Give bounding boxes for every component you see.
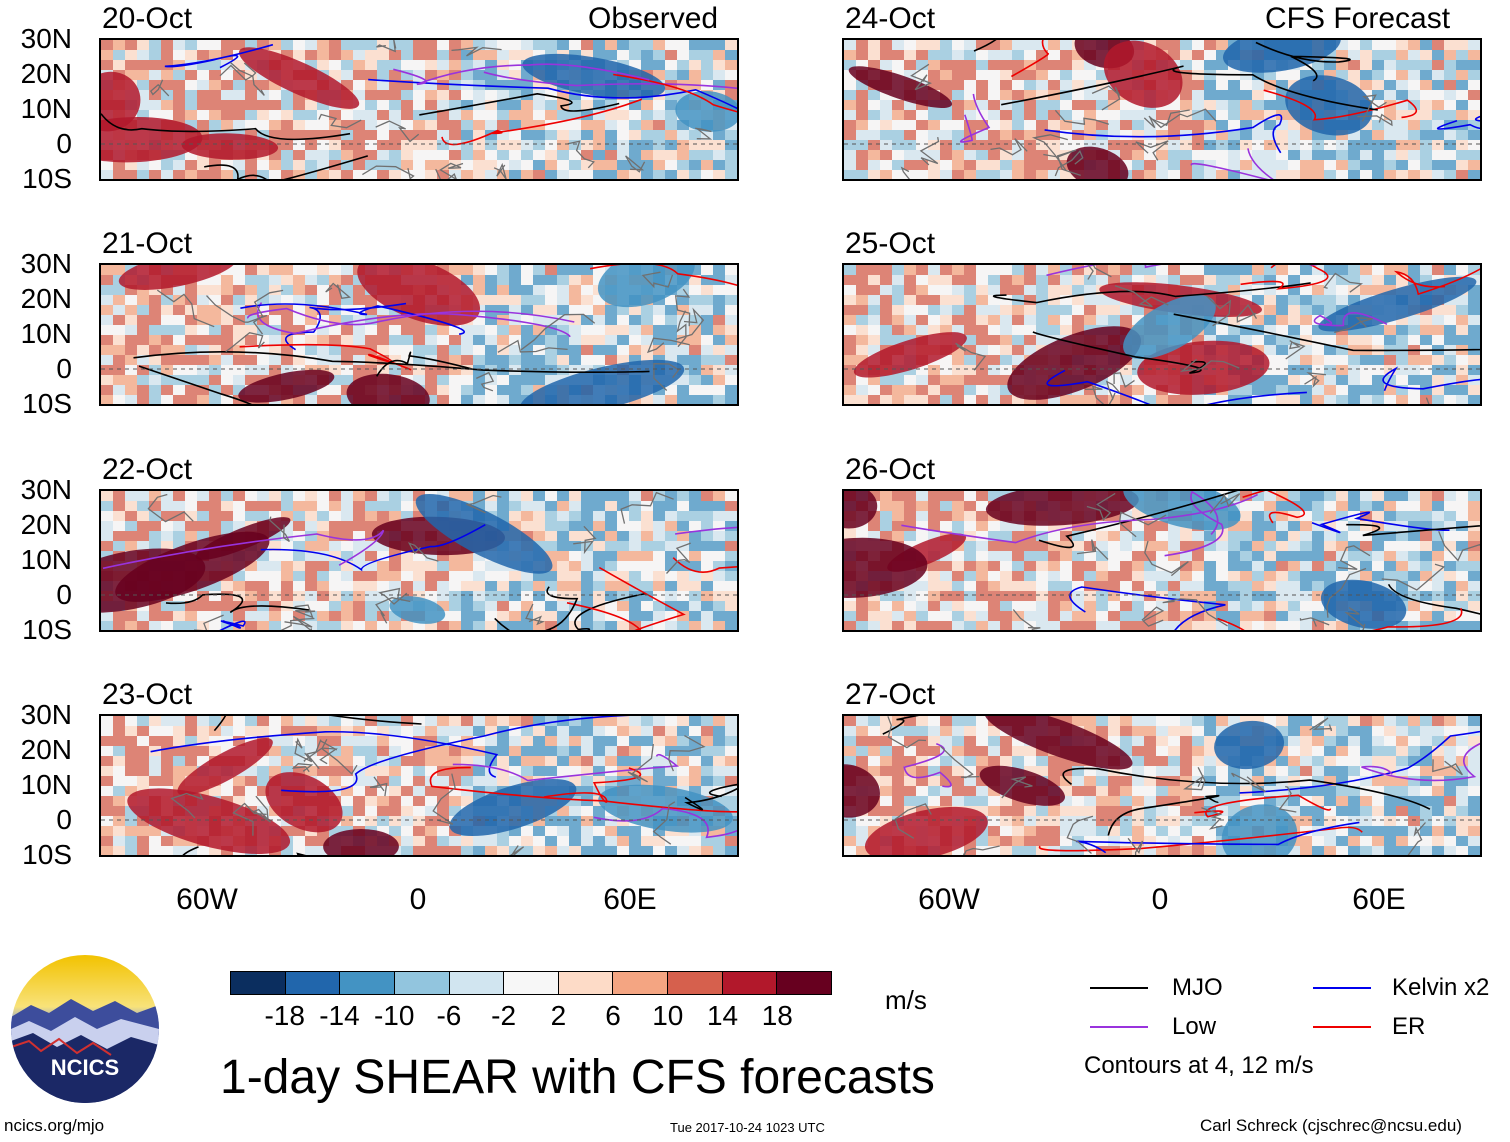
legend-er-label: ER [1392,1013,1426,1040]
colorbar-swatch [449,972,505,994]
footer-timestamp: Tue 2017-10-24 1023 UTC [670,1120,825,1135]
legend-low-swatch [1090,1026,1148,1028]
colorbar-tick-label: -10 [373,1000,415,1031]
panel-date-label: 23-Oct [102,678,193,711]
shear-field [101,716,737,855]
shear-field [844,491,1480,630]
lat-label: 30N [20,699,72,730]
colorbar-tick-label: 18 [761,1000,793,1031]
legend-er-swatch [1313,1026,1371,1028]
panel-date-label: 21-Oct [102,227,193,260]
lat-label: 0 [56,579,72,610]
lat-label: 10S [22,839,72,870]
colorbar-swatch [285,972,341,994]
map-panel-25-oct [842,263,1482,406]
shear-field [844,716,1480,855]
map-panel-23-oct [99,714,739,857]
lat-label: 10N [20,93,72,124]
legend-kelvin-swatch [1313,987,1371,989]
lat-label: 20N [20,58,72,89]
lon-label-60w: 60W [176,883,238,916]
map-panel-27-oct [842,714,1482,857]
shear-field [101,491,737,630]
lon-label-0: 0 [1151,883,1169,916]
panel-date-label: 24-Oct [845,2,936,35]
footer-url[interactable]: ncics.org/mjo [4,1116,105,1135]
colorbar-tick-label: -2 [491,1000,517,1031]
lat-label: 30N [20,248,72,279]
lat-label: 10S [22,163,72,194]
colorbar-swatch [722,972,778,994]
contours-note: Contours at 4, 12 m/s [1084,1052,1314,1079]
colorbar-tick-label: 6 [605,1000,621,1031]
panel-date-label: 20-Oct [102,2,193,35]
legend-low-label: Low [1172,1013,1217,1040]
colorbar-units: m/s [885,985,927,1015]
lat-label: 0 [56,353,72,384]
lat-label: 30N [20,474,72,505]
panel-date-label: 26-Oct [845,453,936,486]
lat-label: 0 [56,804,72,835]
colorbar-swatch [394,972,450,994]
colorbar-tick-label: 10 [652,1000,684,1031]
colorbar-swatch [558,972,614,994]
lat-label: 0 [56,128,72,159]
colorbar-swatch [668,972,723,994]
lon-label-60e: 60E [1352,883,1406,916]
colorbar-swatch [613,972,669,994]
lat-label: 10N [20,544,72,575]
shear-field [101,40,737,179]
shear-field [844,265,1480,404]
legend-mjo-label: MJO [1172,974,1223,1001]
lat-label: 10S [22,388,72,419]
colorbar-tick-label: -14 [319,1000,360,1031]
shear-field [844,40,1480,179]
map-panel-22-oct [99,489,739,632]
map-panel-20-oct [99,38,739,181]
lat-label: 10N [20,318,72,349]
colorbar-tick-label: 14 [706,1000,739,1031]
panel-date-label: 22-Oct [102,453,193,486]
lon-label-0: 0 [409,883,427,916]
panel-date-label: 27-Oct [845,678,936,711]
panel-date-label: 25-Oct [845,227,936,260]
colorbar-tick-label: 2 [550,1000,567,1031]
footer-credit: Carl Schreck (cjschrec@ncsu.edu) [1200,1116,1462,1135]
forecast-header: CFS Forecast [1265,2,1451,35]
colorbar-tick-label: -18 [264,1000,305,1031]
observed-header: Observed [588,2,719,35]
lat-label: 20N [20,509,72,540]
chart-title: 1-day SHEAR with CFS forecasts [220,1051,935,1104]
lat-label: 20N [20,734,72,765]
map-panel-21-oct [99,263,739,406]
colorbar-swatch [504,972,559,994]
colorbar-tick-label: -6 [436,1000,462,1031]
map-panel-26-oct [842,489,1482,632]
ncics-logo: NCICS [11,955,159,1103]
shear-field [101,265,737,404]
colorbar-swatch [777,972,832,994]
lon-label-60e: 60E [603,883,657,916]
map-panel-24-oct [842,38,1482,181]
lat-label: 20N [20,283,72,314]
lat-label: 30N [20,23,72,54]
colorbar-swatch [340,972,395,994]
colorbar [230,971,832,995]
lon-label-60w: 60W [918,883,980,916]
legend-mjo-swatch [1090,987,1148,989]
colorbar-swatch [231,972,286,994]
logo-text: NCICS [51,1055,119,1080]
lat-label: 10N [20,769,72,800]
legend-kelvin-label: Kelvin x2 [1392,974,1490,1001]
lat-label: 10S [22,614,72,645]
